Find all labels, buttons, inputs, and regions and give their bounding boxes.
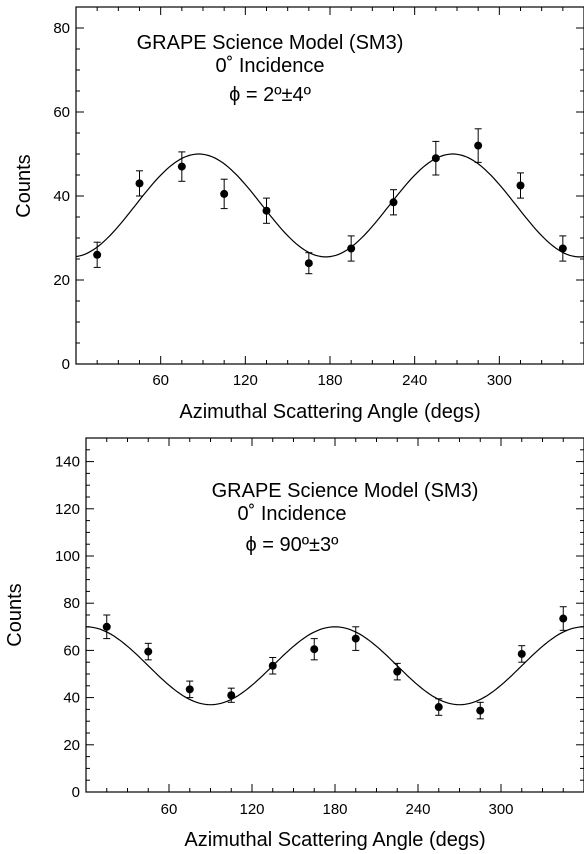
data-point [144,647,153,656]
data-point [262,206,271,215]
y-tick-label: 60 [63,642,80,659]
x-tick-label: 180 [317,372,342,389]
data-point [517,649,526,658]
chart-panel-1: 60 120 180 240 300 0 20 40 60 80 Azimuth… [13,6,584,423]
x-tick-label: 240 [405,801,430,818]
data-point [558,244,567,253]
data-point [102,622,111,631]
data-point [93,250,102,259]
y-tick-label: 40 [53,188,70,205]
data-points-1 [93,128,567,275]
chart-title-line-2: 0˚ Incidence [216,55,325,77]
data-point [135,179,144,188]
data-point [516,181,525,190]
x-tick-label: 60 [161,801,178,818]
y-tick-label: 60 [53,104,70,121]
data-point [351,634,360,643]
x-axis-title-1: Azimuthal Scattering Angle (degs) [179,401,480,423]
y-tick-label: 80 [53,20,70,37]
data-point [434,703,443,712]
y-tick-label: 40 [63,690,80,707]
fit-curve-2 [85,626,584,706]
x-tick-label: 120 [239,801,264,818]
data-point [389,198,398,207]
x-tick-label: 180 [322,801,347,818]
data-point [310,645,319,654]
y-tick-label: 100 [55,548,80,565]
y-tick-label: 80 [63,595,80,612]
data-point [474,141,483,150]
chart-title-line-2: 0˚ Incidence [238,503,347,525]
data-point [393,667,402,676]
data-point [559,614,568,623]
data-point [220,189,229,198]
tick-marks-1 [75,6,584,365]
data-point [304,259,313,268]
y-tick-labels-2: 0 20 40 60 80 100 120 140 [55,454,80,801]
x-tick-labels-2: 60 120 180 240 300 [161,801,514,818]
x-tick-label: 300 [488,801,513,818]
y-tick-labels-1: 0 20 40 60 80 [53,20,70,373]
y-tick-label: 140 [55,454,80,471]
y-tick-label: 0 [62,356,70,373]
y-tick-label: 20 [63,737,80,754]
x-tick-label: 240 [402,372,427,389]
plot-frame-1 [75,6,584,365]
data-point [476,706,485,715]
chart-panel-2: 60 120 180 240 300 0 20 40 60 80 100 120… [4,437,584,851]
chart-title-line-3: ϕ = 90º±3º [246,534,340,556]
y-tick-label: 20 [53,272,70,289]
chart-title-line-1: GRAPE Science Model (SM3) [212,480,479,502]
y-tick-label: 120 [55,501,80,518]
data-point [431,154,440,163]
x-axis-title-2: Azimuthal Scattering Angle (degs) [184,829,485,851]
chart-title-line-3: ϕ = 2º±4º [229,84,312,106]
x-tick-label: 120 [233,372,258,389]
y-axis-title-1: Counts [13,154,35,217]
data-points-2 [102,606,568,720]
y-tick-label: 0 [72,784,80,801]
x-tick-label: 60 [152,372,169,389]
y-axis-title-2: Counts [4,583,26,646]
data-point [227,691,236,700]
data-point [177,162,186,171]
chart-title-line-1: GRAPE Science Model (SM3) [137,32,404,54]
x-tick-labels-1: 60 120 180 240 300 [152,372,512,389]
x-tick-label: 300 [487,372,512,389]
data-point [347,244,356,253]
fit-curve-1 [75,153,584,258]
data-point [185,685,194,694]
data-point [268,661,277,670]
